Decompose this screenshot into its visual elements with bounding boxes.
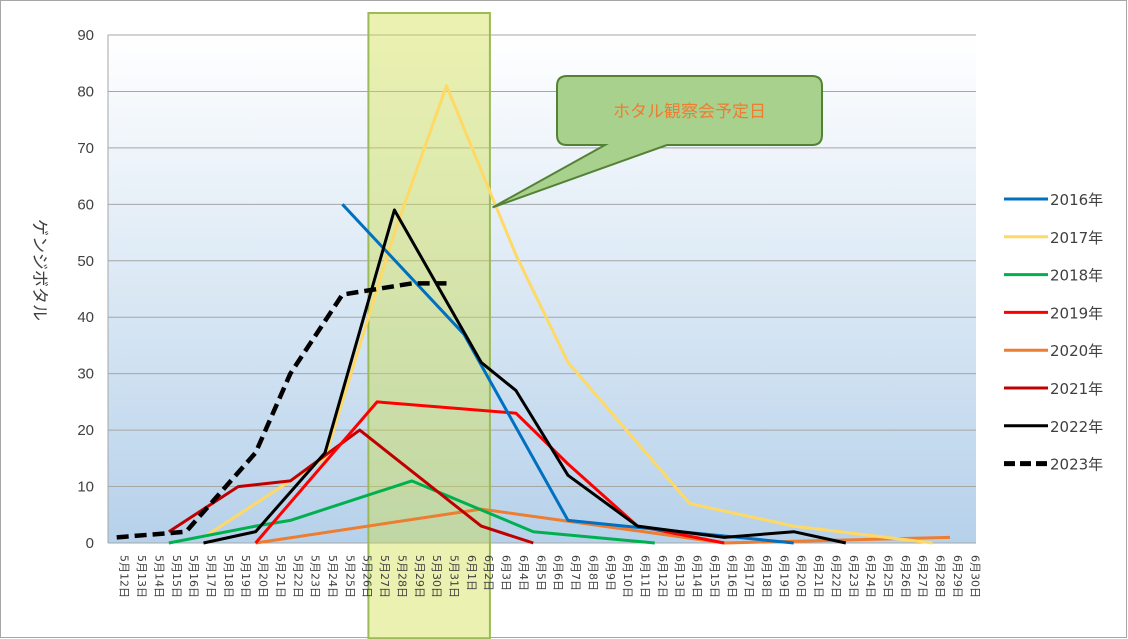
x-tick-label: 6月5日 (534, 555, 547, 591)
x-tick-label: 6月25日 (882, 555, 895, 598)
annotation-text: ホタル観察会予定日 (613, 102, 766, 122)
legend-label: 2020年 (1050, 342, 1103, 360)
x-tick-label: 6月8日 (586, 555, 599, 591)
legend-label: 2023年 (1050, 456, 1103, 474)
x-tick-label: 6月10日 (621, 555, 634, 598)
y-axis: 0 10 20 30 40 50 60 70 80 90 (77, 27, 109, 552)
x-tick-label: 5月22日 (291, 555, 304, 598)
x-tick-label: 6月26日 (899, 555, 912, 598)
y-tick-label: 80 (77, 83, 94, 100)
series-line-5 (167, 428, 534, 545)
x-tick-label: 5月28日 (395, 555, 408, 598)
x-tick-label: 6月12日 (656, 555, 669, 598)
x-tick-label: 5月21日 (274, 555, 287, 598)
y-tick-label: 30 (77, 366, 94, 383)
x-tick-label: 5月23日 (309, 555, 322, 598)
x-tick-label: 6月29日 (951, 555, 964, 598)
x-tick-label: 5月29日 (413, 555, 426, 598)
x-tick-label: 6月17日 (743, 555, 756, 598)
annotation-callout: ホタル観察会予定日 (492, 75, 823, 209)
x-tick-label: 6月11日 (638, 555, 651, 598)
plot-area (108, 35, 976, 543)
x-tick-label: 6月15日 (708, 555, 721, 598)
x-tick-label: 6月1日 (465, 555, 478, 591)
x-tick-label: 6月9日 (604, 555, 617, 591)
x-tick-label: 5月14日 (152, 555, 165, 598)
y-axis-label: ゲンジボタル (29, 219, 49, 321)
x-tick-label: 6月16日 (725, 555, 738, 598)
x-tick-label: 5月13日 (135, 555, 148, 598)
x-tick-label: 6月30日 (968, 555, 981, 598)
x-tick-label: 6月28日 (934, 555, 947, 598)
x-tick-label: 6月22日 (829, 555, 842, 598)
x-tick-label: 6月7日 (569, 555, 582, 591)
y-tick-label: 70 (77, 140, 94, 157)
callout-bubble (492, 75, 823, 209)
x-tick-label: 5月30日 (430, 555, 443, 598)
y-tick-label: 20 (77, 422, 94, 439)
x-tick-label: 5月19日 (239, 555, 252, 598)
x-tick-label: 6月6日 (552, 555, 565, 591)
x-tick-label: 6月20日 (795, 555, 808, 598)
x-tick-label: 5月27日 (378, 555, 391, 598)
x-tick-label: 6月24日 (864, 555, 877, 598)
x-tick-label: 5月18日 (222, 555, 235, 598)
x-tick-label: 6月14日 (691, 555, 704, 598)
x-tick-label: 6月3日 (500, 555, 513, 591)
y-tick-label: 90 (77, 27, 94, 44)
y-tick-label: 60 (77, 196, 94, 213)
x-tick-label: 6月2日 (482, 555, 495, 591)
legend-label: 2019年 (1050, 304, 1103, 322)
x-tick-label: 6月21日 (812, 555, 825, 598)
x-tick-label: 5月20日 (257, 555, 270, 598)
x-tick-label: 6月13日 (673, 555, 686, 598)
x-tick-label: 5月12日 (118, 555, 131, 598)
series-line-7 (116, 281, 447, 540)
highlight-band-layer (367, 12, 491, 639)
x-tick-label: 5月25日 (343, 555, 356, 598)
x-tick-label: 5月15日 (170, 555, 183, 598)
series-line-2 (168, 479, 655, 545)
y-tick-label: 10 (77, 479, 94, 496)
series-layer (116, 84, 951, 545)
legend-label: 2017年 (1050, 229, 1103, 247)
y-tick-label: 40 (77, 309, 94, 326)
x-tick-label: 6月23日 (847, 555, 860, 598)
x-tick-label: 6月4日 (517, 555, 530, 591)
legend-label: 2022年 (1050, 418, 1103, 436)
x-tick-label: 5月24日 (326, 555, 339, 598)
highlight-band (367, 12, 491, 639)
x-tick-label: 6月18日 (760, 555, 773, 598)
x-tick-label: 5月31日 (448, 555, 461, 598)
x-tick-label: 5月26日 (361, 555, 374, 598)
legend-label: 2016年 (1050, 191, 1103, 209)
series-line-6 (203, 208, 847, 545)
legend-label: 2021年 (1050, 380, 1103, 398)
y-tick-label: 50 (77, 253, 94, 270)
x-tick-label: 5月16日 (187, 555, 200, 598)
y-tick-label: 0 (86, 535, 94, 552)
legend-label: 2018年 (1050, 267, 1103, 285)
x-tick-label: 6月27日 (916, 555, 929, 598)
grid-lines (108, 34, 976, 544)
x-axis: 5月12日 5月13日 5月14日 5月15日 5月16日 5月17日 5月18日 5月19日… (118, 555, 982, 598)
x-tick-label: 6月19日 (777, 555, 790, 598)
legend: 2016年 2017年 2018年 2019年 2020年 2021年 2022年 2023年 (1004, 191, 1103, 474)
x-tick-label: 5月17日 (204, 555, 217, 598)
